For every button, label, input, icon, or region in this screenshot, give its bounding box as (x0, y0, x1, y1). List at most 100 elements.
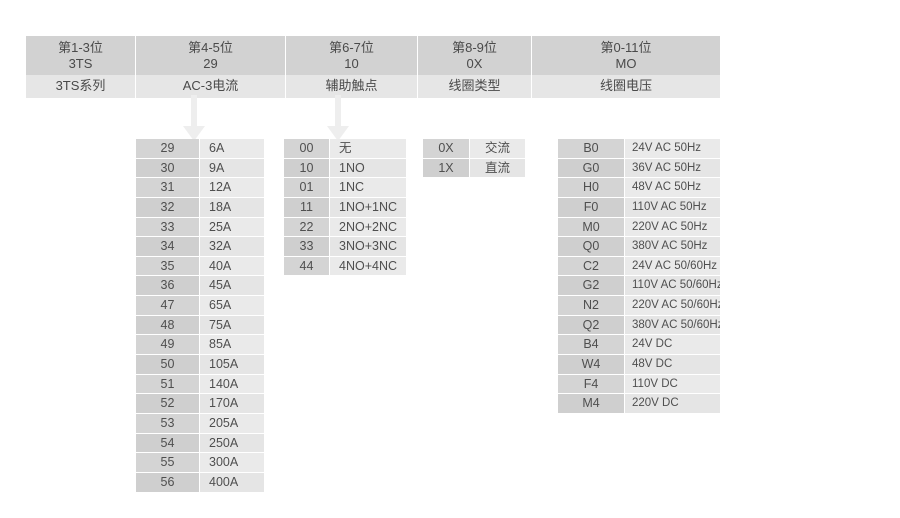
header-cell-position-2: 第4-5位 29 (136, 36, 286, 75)
option-row[interactable]: 32 18A (136, 197, 264, 218)
option-code: 30 (136, 158, 200, 179)
option-code: 00 (284, 139, 330, 159)
option-row[interactable]: 11 1NO+1NC (284, 197, 406, 218)
option-list-ac3-current: 29 6A 30 9A 31 12A 32 18A 33 25A 34 32A 35 40A 36 45A 47… (136, 139, 264, 493)
option-row[interactable]: 22 2NO+2NC (284, 217, 406, 238)
option-code: 56 (136, 472, 200, 493)
option-row[interactable]: 00 无 (284, 139, 406, 159)
option-code: 55 (136, 453, 200, 473)
option-value: 1NO+1NC (330, 197, 406, 218)
option-code: 33 (136, 217, 200, 238)
option-value: 12A (200, 178, 264, 198)
option-row[interactable]: 47 65A (136, 296, 264, 316)
option-row[interactable]: 0X 交流 (423, 139, 525, 159)
option-value: 2NO+2NC (330, 217, 406, 238)
option-row[interactable]: 36 45A (136, 276, 264, 297)
option-value: 1NC (330, 178, 406, 198)
arrow-head (327, 126, 349, 141)
option-row[interactable]: 53 205A (136, 413, 264, 434)
option-row[interactable]: 52 170A (136, 394, 264, 414)
option-code: 49 (136, 335, 200, 356)
option-value: 300A (200, 453, 264, 473)
header-code-label-2: 29 (203, 56, 218, 71)
option-value: 24V AC 50/60Hz (625, 256, 720, 277)
option-value: 85A (200, 335, 264, 356)
option-value: 380V AC 50Hz (625, 237, 720, 257)
option-row[interactable]: F0 110V AC 50Hz (558, 197, 720, 218)
header-meaning-1: 3TS系列 (26, 75, 136, 98)
option-row[interactable]: B4 24V DC (558, 335, 720, 356)
option-row[interactable]: 55 300A (136, 453, 264, 473)
option-value: 24V AC 50Hz (625, 139, 720, 159)
header-cell-position-4: 第8-9位 0X (418, 36, 532, 75)
option-value: 4NO+4NC (330, 256, 406, 277)
option-row[interactable]: N2 220V AC 50/60Hz (558, 296, 720, 316)
option-code: 34 (136, 237, 200, 257)
option-row[interactable]: 30 9A (136, 158, 264, 179)
option-row[interactable]: M0 220V AC 50Hz (558, 217, 720, 238)
option-row[interactable]: 49 85A (136, 335, 264, 356)
option-value: 400A (200, 472, 264, 493)
option-row[interactable]: 01 1NC (284, 178, 406, 198)
header-meaning-3: 辅助触点 (286, 75, 418, 98)
arrow-shaft (191, 95, 197, 128)
header-cell-position-1: 第1-3位 3TS (26, 36, 136, 75)
option-row[interactable]: 10 1NO (284, 158, 406, 179)
option-value: 40A (200, 256, 264, 277)
option-row[interactable]: F4 110V DC (558, 374, 720, 395)
option-value: 75A (200, 315, 264, 336)
option-row[interactable]: Q2 380V AC 50/60Hz (558, 315, 720, 336)
option-value: 140A (200, 374, 264, 395)
option-row[interactable]: 44 4NO+4NC (284, 256, 406, 277)
option-value: 交流 (470, 139, 525, 159)
option-row[interactable]: 29 6A (136, 139, 264, 159)
option-code: 36 (136, 276, 200, 297)
option-value: 110V AC 50Hz (625, 197, 720, 218)
option-row[interactable]: 50 105A (136, 355, 264, 375)
option-row[interactable]: 56 400A (136, 472, 264, 493)
header-code-label-1: 3TS (68, 56, 93, 71)
option-row[interactable]: W4 48V DC (558, 355, 720, 375)
option-row[interactable]: 54 250A (136, 433, 264, 454)
header-position-label-3: 第6-7位 (329, 40, 374, 55)
option-code: 32 (136, 197, 200, 218)
option-code: G0 (558, 158, 625, 179)
header-meaning-5: 线圈电压 (532, 75, 720, 98)
option-row[interactable]: G2 110V AC 50/60Hz (558, 276, 720, 297)
option-row[interactable]: 35 40A (136, 256, 264, 277)
option-value: 无 (330, 139, 406, 159)
option-value: 65A (200, 296, 264, 316)
header-row-positions: 第1-3位 3TS 第4-5位 29 第6-7位 10 第8-9位 0X 第0-… (26, 36, 720, 75)
option-code: 35 (136, 256, 200, 277)
option-value: 110V DC (625, 374, 720, 395)
option-list-coil-type: 0X 交流 1X 直流 (423, 139, 525, 179)
header-position-label-4: 第8-9位 (452, 40, 497, 55)
option-row[interactable]: 34 32A (136, 237, 264, 257)
option-value: 205A (200, 413, 264, 434)
option-code: M0 (558, 217, 625, 238)
option-row[interactable]: 51 140A (136, 374, 264, 395)
option-row[interactable]: G0 36V AC 50Hz (558, 158, 720, 179)
option-code: 44 (284, 256, 330, 277)
option-row[interactable]: 31 12A (136, 178, 264, 198)
option-value: 380V AC 50/60Hz (625, 315, 720, 336)
option-row[interactable]: H0 48V AC 50Hz (558, 178, 720, 198)
option-value: 25A (200, 217, 264, 238)
option-code: M4 (558, 394, 625, 414)
option-code: 11 (284, 197, 330, 218)
option-value: 1NO (330, 158, 406, 179)
down-arrow-icon-aux-contacts (327, 95, 349, 141)
option-code: Q0 (558, 237, 625, 257)
header-code-label-5: MO (615, 56, 637, 71)
option-row[interactable]: 33 25A (136, 217, 264, 238)
option-row[interactable]: 48 75A (136, 315, 264, 336)
option-code: 0X (423, 139, 470, 159)
header-row-meanings: 3TS系列 AC-3电流 辅助触点 线圈类型 线圈电压 (26, 75, 720, 98)
option-row[interactable]: Q0 380V AC 50Hz (558, 237, 720, 257)
option-row[interactable]: C2 24V AC 50/60Hz (558, 256, 720, 277)
option-row[interactable]: B0 24V AC 50Hz (558, 139, 720, 159)
option-row[interactable]: 33 3NO+3NC (284, 237, 406, 257)
option-row[interactable]: 1X 直流 (423, 158, 525, 179)
arrow-head (183, 126, 205, 141)
option-row[interactable]: M4 220V DC (558, 394, 720, 414)
